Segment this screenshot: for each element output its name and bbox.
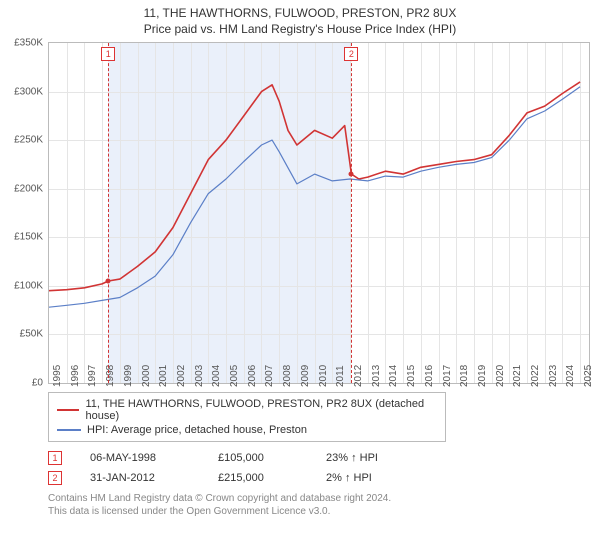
- sales-marker: 2: [48, 471, 62, 485]
- y-axis-label: £100K: [14, 280, 43, 291]
- series-line: [49, 87, 580, 308]
- event-marker: 2: [344, 47, 358, 61]
- title-address: 11, THE HAWTHORNS, FULWOOD, PRESTON, PR2…: [0, 0, 600, 20]
- event-line: [108, 43, 109, 383]
- legend-row: 11, THE HAWTHORNS, FULWOOD, PRESTON, PR2…: [57, 397, 437, 423]
- sales-row: 2 31-JAN-2012 £215,000 2% ↑ HPI: [48, 468, 600, 488]
- legend-box: 11, THE HAWTHORNS, FULWOOD, PRESTON, PR2…: [48, 392, 446, 442]
- event-line: [351, 43, 352, 383]
- y-axis-label: £300K: [14, 86, 43, 97]
- sale-dot: [106, 279, 111, 284]
- sales-price: £105,000: [218, 452, 298, 464]
- sales-marker: 1: [48, 451, 62, 465]
- sales-date: 31-JAN-2012: [90, 472, 190, 484]
- y-axis-label: £0: [32, 378, 43, 389]
- legend-label: 11, THE HAWTHORNS, FULWOOD, PRESTON, PR2…: [85, 398, 437, 422]
- y-axis-label: £250K: [14, 135, 43, 146]
- sales-price: £215,000: [218, 472, 298, 484]
- y-axis-label: £200K: [14, 183, 43, 194]
- y-axis-label: £150K: [14, 232, 43, 243]
- attribution-line1: Contains HM Land Registry data © Crown c…: [48, 492, 600, 505]
- event-marker: 1: [101, 47, 115, 61]
- y-axis-label: £350K: [14, 38, 43, 49]
- sales-date: 06-MAY-1998: [90, 452, 190, 464]
- legend-label: HPI: Average price, detached house, Pres…: [87, 424, 307, 436]
- legend-swatch: [57, 429, 81, 431]
- sale-dot: [349, 172, 354, 177]
- chart-container: 11, THE HAWTHORNS, FULWOOD, PRESTON, PR2…: [0, 0, 600, 560]
- series-line: [49, 82, 580, 291]
- attribution-text: Contains HM Land Registry data © Crown c…: [48, 492, 600, 518]
- y-axis-label: £50K: [20, 329, 43, 340]
- legend-swatch: [57, 409, 79, 411]
- legend-row: HPI: Average price, detached house, Pres…: [57, 423, 437, 437]
- sales-delta: 2% ↑ HPI: [326, 472, 372, 484]
- chart-plot-area: £0£50K£100K£150K£200K£250K£300K£350K1995…: [48, 42, 590, 384]
- series-svg: [49, 43, 589, 383]
- sales-delta: 23% ↑ HPI: [326, 452, 378, 464]
- sales-row: 1 06-MAY-1998 £105,000 23% ↑ HPI: [48, 448, 600, 468]
- attribution-line2: This data is licensed under the Open Gov…: [48, 505, 600, 518]
- title-subtitle: Price paid vs. HM Land Registry's House …: [0, 20, 600, 36]
- sales-table: 1 06-MAY-1998 £105,000 23% ↑ HPI 2 31-JAN-201…: [48, 448, 600, 488]
